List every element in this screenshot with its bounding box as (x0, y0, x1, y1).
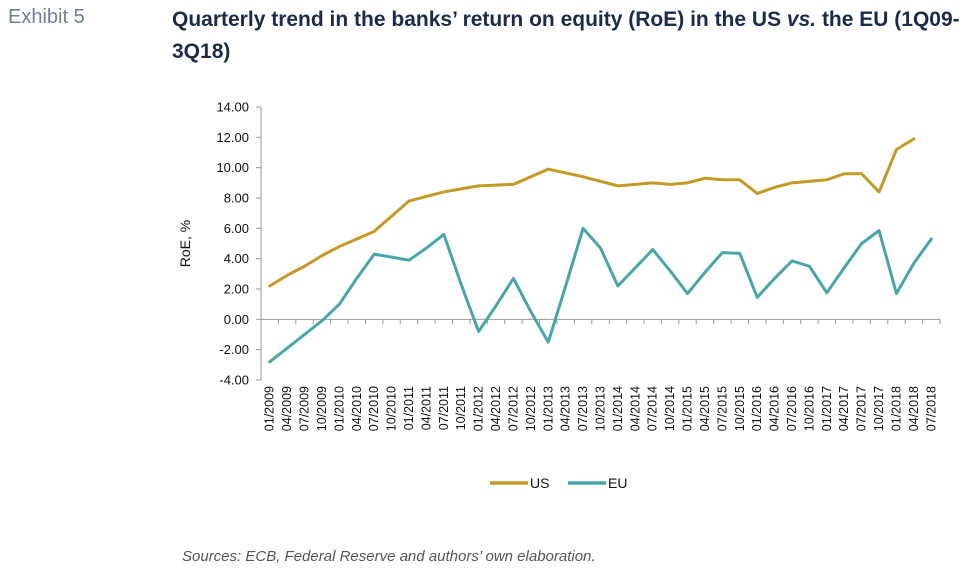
x-tick-label: 01/2015 (681, 386, 695, 431)
x-tick-label: 04/2013 (559, 386, 573, 431)
x-tick-label: 10/2016 (802, 386, 816, 431)
x-tick-label: 07/2013 (576, 386, 590, 431)
legend-label-us: US (530, 475, 549, 491)
y-tick-label: 10.00 (216, 160, 249, 175)
y-tick-label: 14.00 (216, 100, 249, 115)
x-tick-label: 10/2009 (315, 386, 329, 431)
x-tick-label: 07/2010 (367, 386, 381, 431)
x-tick-label: 07/2009 (298, 386, 312, 431)
x-tick-label: 04/2011 (419, 386, 433, 430)
y-tick-label: 6.00 (224, 221, 249, 236)
x-tick-label: 07/2017 (855, 386, 869, 431)
x-tick-label: 04/2017 (837, 386, 851, 431)
x-tick-label: 01/2018 (889, 386, 903, 431)
title-text-vs: vs. (786, 8, 817, 31)
x-tick-label: 01/2009 (263, 386, 277, 431)
x-tick-label: 10/2010 (385, 386, 399, 431)
x-tick-label: 04/2012 (489, 386, 503, 431)
x-tick-label: 10/2013 (594, 386, 608, 431)
y-tick-label: 8.00 (224, 191, 249, 206)
source-note: Sources: ECB, Federal Reserve and author… (182, 548, 596, 565)
x-tick-label: 07/2011 (437, 386, 451, 430)
series-line-us (268, 137, 916, 288)
x-tick-label: 07/2016 (785, 386, 799, 431)
title-text-part2: the EU (1Q09-3Q18) (172, 8, 960, 63)
x-tick-label: 01/2010 (332, 386, 346, 431)
y-tick-label: -4.00 (219, 373, 249, 388)
x-tick-label: 01/2012 (472, 386, 486, 431)
x-tick-label: 01/2016 (750, 386, 764, 431)
chart-title: Quarterly trend in the banks’ return on … (172, 4, 962, 68)
x-tick-label: 01/2013 (541, 386, 555, 431)
x-tick-label: 04/2009 (280, 386, 294, 431)
y-tick-label: 4.00 (224, 251, 249, 266)
x-tick-label: 10/2014 (663, 386, 677, 431)
x-tick-label: 04/2018 (907, 386, 921, 431)
series-line-eu (268, 226, 933, 364)
x-tick-label: 07/2012 (506, 386, 520, 431)
y-tick-label: 12.00 (216, 130, 249, 145)
x-tick-label: 04/2015 (698, 386, 712, 431)
x-tick-label: 07/2014 (646, 386, 660, 431)
title-text-part1: Quarterly trend in the banks’ return on … (172, 8, 787, 31)
x-tick-label: 07/2018 (924, 386, 938, 431)
y-axis-label: RoE, % (177, 220, 193, 267)
x-tick-label: 07/2015 (715, 386, 729, 431)
x-tick-label: 10/2011 (454, 386, 468, 430)
x-tick-label: 10/2017 (872, 386, 886, 431)
x-tick-label: 10/2015 (733, 386, 747, 431)
exhibit-label: Exhibit 5 (8, 6, 85, 28)
x-tick-label: 04/2010 (350, 386, 364, 431)
roe-line-chart: 14.00 12.00 10.00 8.00 6.00 4.00 2.00 0.00 -2.00… (177, 100, 941, 491)
x-tick-label: 04/2016 (768, 386, 782, 431)
x-tick-label: 01/2014 (611, 386, 625, 431)
y-tick-label: 0.00 (224, 312, 249, 327)
y-tick-label: -2.00 (219, 342, 249, 357)
x-tick-label: 01/2017 (820, 386, 834, 431)
x-tick-label: 04/2014 (628, 386, 642, 431)
legend-label-eu: EU (608, 475, 627, 491)
y-tick-label: 2.00 (224, 282, 249, 297)
x-tick-label: 10/2012 (524, 386, 538, 431)
x-tick-label: 01/2011 (402, 386, 416, 430)
